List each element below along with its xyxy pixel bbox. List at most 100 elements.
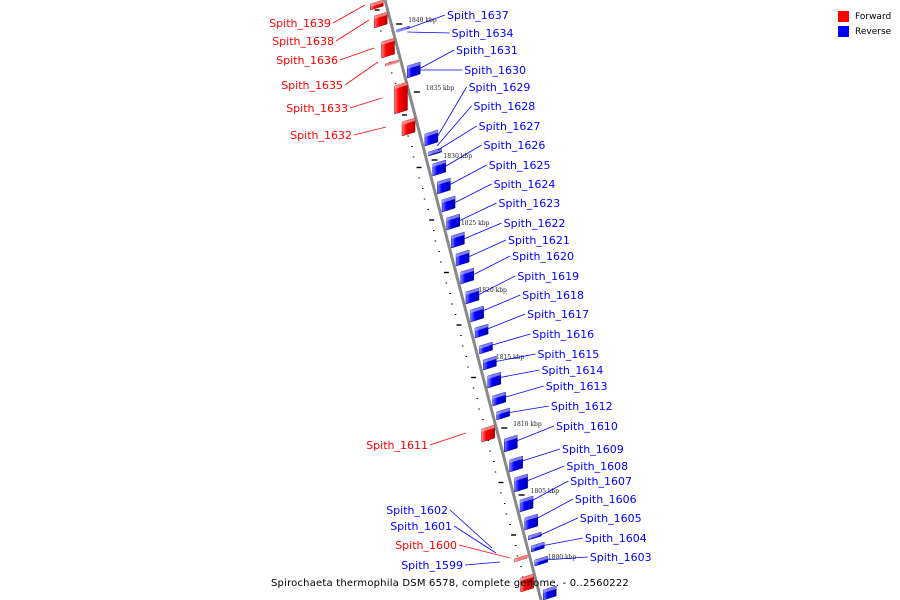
tick-label: 1800 kbp bbox=[548, 554, 577, 561]
label-leader bbox=[442, 144, 482, 169]
label-leader bbox=[407, 31, 450, 34]
label-leader bbox=[464, 561, 501, 566]
gene-label: Spith_1609 bbox=[562, 443, 624, 456]
gene-block-highlight bbox=[424, 130, 438, 137]
label-leader bbox=[488, 333, 531, 347]
label-leader bbox=[506, 405, 549, 414]
gene-label: Spith_1614 bbox=[542, 364, 604, 377]
gene-label: Spith_1634 bbox=[452, 27, 514, 40]
label-leader bbox=[540, 537, 584, 547]
gene-label: Spith_1632 bbox=[290, 129, 352, 142]
genome-backbone bbox=[383, 0, 543, 600]
gene-label: Spith_1617 bbox=[527, 308, 589, 321]
label-leader bbox=[484, 313, 526, 331]
legend: Forward Reverse bbox=[838, 9, 891, 39]
gene-block-highlight bbox=[481, 425, 495, 432]
gene-label: Spith_1613 bbox=[546, 380, 608, 393]
label-leader bbox=[524, 465, 565, 483]
label-leader bbox=[453, 525, 497, 554]
gene-label: Spith_1600 bbox=[395, 539, 457, 552]
gene-label: Spith_1605 bbox=[580, 512, 642, 525]
gene-label: Spith_1616 bbox=[532, 328, 594, 341]
tick-label: 1840 kbp bbox=[408, 17, 437, 24]
gene-block-highlight bbox=[520, 574, 534, 581]
label-leader bbox=[339, 47, 375, 61]
gene-block-highlight bbox=[531, 542, 545, 549]
gene-label: Spith_1618 bbox=[522, 289, 584, 302]
gene-label: Spith_1611 bbox=[366, 439, 428, 452]
gene-block-highlight bbox=[432, 160, 446, 167]
label-leader bbox=[349, 97, 383, 109]
gene-block-highlight bbox=[465, 288, 479, 295]
label-leader bbox=[435, 86, 467, 141]
gene-block-highlight bbox=[456, 250, 470, 257]
gene-label: Spith_1627 bbox=[479, 120, 541, 133]
gene-block-highlight bbox=[492, 392, 506, 399]
tick-label: 1805 kbp bbox=[531, 488, 560, 495]
tick-label: 1835 kbp bbox=[426, 85, 455, 92]
gene-block-highlight bbox=[528, 532, 542, 539]
label-leader bbox=[502, 385, 544, 399]
legend-reverse: Reverse bbox=[838, 24, 891, 39]
label-leader bbox=[538, 517, 578, 537]
gene-block-highlight bbox=[442, 196, 456, 203]
label-leader bbox=[437, 125, 477, 151]
scale-ticks: 1840 kbp 1835 kbp 1830 kbp 1825 kbp 1820 kbp… bbox=[396, 17, 577, 562]
gene-label: Spith_1628 bbox=[473, 100, 535, 113]
gene-block-highlight bbox=[534, 556, 548, 563]
gene-labels: Spith_1639 Spith_1638 Spith_1636 Spith_1635… bbox=[269, 9, 651, 572]
label-leader bbox=[353, 126, 387, 136]
gene-label: Spith_1625 bbox=[489, 159, 551, 172]
gene-block-highlight bbox=[396, 26, 410, 33]
gene-label: Spith_1603 bbox=[590, 551, 652, 564]
label-leader bbox=[479, 294, 521, 313]
label-leader bbox=[449, 509, 493, 549]
tick-label: 1810 kbp bbox=[513, 421, 542, 428]
label-leader bbox=[513, 425, 555, 443]
gene-label: Spith_1638 bbox=[272, 35, 334, 48]
gene-block-highlight bbox=[487, 372, 501, 379]
gene-block-highlight bbox=[381, 38, 395, 45]
gene-label: Spith_1619 bbox=[517, 270, 579, 283]
legend-forward-label: Forward bbox=[855, 11, 892, 22]
gene-block-highlight bbox=[520, 496, 534, 503]
label-leader bbox=[461, 222, 502, 241]
gene-label: Spith_1602 bbox=[386, 504, 448, 517]
gene-label: Spith_1636 bbox=[276, 54, 338, 67]
gene-block-highlight bbox=[514, 555, 528, 562]
gene-block-highlight bbox=[483, 356, 497, 363]
gene-label: Spith_1620 bbox=[512, 250, 574, 263]
forward-swatch bbox=[838, 11, 849, 22]
legend-forward: Forward bbox=[838, 9, 891, 24]
label-leader bbox=[518, 448, 561, 463]
tick-label: 1820 kbp bbox=[478, 287, 507, 294]
gene-label: Spith_1599 bbox=[401, 559, 463, 572]
gene-block-highlight bbox=[460, 268, 474, 275]
gene-block-highlight bbox=[496, 408, 510, 415]
label-leader bbox=[458, 544, 511, 559]
gene-block-highlight bbox=[446, 214, 460, 221]
label-leader bbox=[332, 4, 366, 24]
gene-label: Spith_1601 bbox=[390, 520, 452, 533]
label-leader bbox=[344, 61, 379, 86]
label-leader bbox=[475, 275, 516, 297]
gene-label: Spith_1621 bbox=[508, 234, 570, 247]
label-leader bbox=[451, 183, 492, 205]
gene-label: Spith_1622 bbox=[504, 217, 566, 230]
gene-block-highlight bbox=[543, 586, 557, 593]
label-leader bbox=[493, 353, 536, 363]
label-leader bbox=[534, 498, 574, 521]
label-leader bbox=[447, 164, 487, 187]
gene-block-highlight bbox=[504, 435, 518, 442]
label-leader bbox=[470, 255, 511, 277]
gene-block-highlight bbox=[374, 12, 388, 19]
gene-block-highlight bbox=[470, 306, 484, 313]
gene-label: Spith_1631 bbox=[456, 44, 518, 57]
gene-label: Spith_1630 bbox=[464, 64, 526, 77]
label-leader bbox=[544, 556, 588, 561]
label-leader bbox=[465, 239, 507, 259]
gene-block-highlight bbox=[514, 474, 528, 481]
legend-reverse-label: Reverse bbox=[855, 26, 892, 37]
gene-label: Spith_1629 bbox=[469, 81, 531, 94]
